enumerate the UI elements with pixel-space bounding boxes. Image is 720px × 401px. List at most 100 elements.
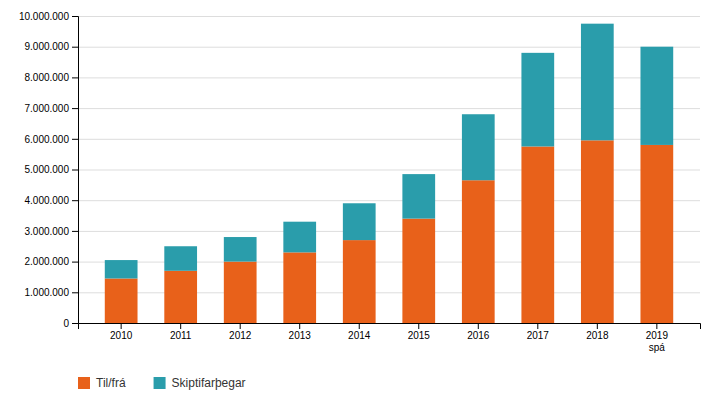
legend-label: Til/frá: [96, 376, 126, 390]
axis-domain: [79, 324, 701, 330]
tick-mark: [72, 139, 78, 140]
tick-label: 1.000.000: [25, 287, 70, 298]
tick-mark: [72, 108, 78, 109]
tick-label: 4.000.000: [25, 195, 70, 206]
bar: [343, 240, 376, 323]
y-tick: 1.000.000: [25, 287, 79, 298]
bar: [462, 180, 495, 323]
y-tick: 2.000.000: [25, 256, 79, 267]
tick-mark: [72, 170, 78, 171]
bar: [521, 146, 554, 323]
tick-label: 2013: [289, 330, 312, 341]
x-tick: 2015: [408, 323, 431, 341]
tick-label: 0: [63, 318, 69, 329]
y-axis: 0 1.000.000 2.000.000 3.000.000 4.000.000 5.0…: [19, 11, 79, 329]
bar: [283, 252, 316, 323]
tick-label: 2010: [110, 330, 133, 341]
tick-label-line: 2012: [229, 330, 252, 341]
legend: Til/frá Skiptifarþegar: [78, 376, 246, 390]
tick-label: 2016: [467, 330, 490, 341]
tick-label: 2014: [348, 330, 371, 341]
grid: [78, 17, 700, 324]
y-tick: 6.000.000: [25, 134, 79, 145]
tick-label-line: 2018: [586, 330, 609, 341]
tick-label: 5.000.000: [25, 164, 70, 175]
bar: [283, 222, 316, 253]
bars: [105, 24, 673, 323]
bar: [581, 24, 614, 141]
bar: [640, 145, 673, 323]
tick-mark: [359, 323, 360, 329]
x-tick: 2017: [527, 323, 550, 341]
x-tick: 2019spá: [646, 323, 669, 353]
tick-label-line: 2011: [170, 330, 192, 341]
tick-label: 2019spá: [646, 330, 669, 353]
tick-mark: [180, 323, 181, 329]
tick-mark: [72, 47, 78, 48]
bar: [640, 47, 673, 145]
y-tick: 7.000.000: [25, 103, 79, 114]
bar: [105, 278, 138, 323]
bar: [343, 203, 376, 240]
tick-label: 2015: [408, 330, 431, 341]
tick-label: 2011: [170, 330, 192, 341]
bar-series: [105, 24, 673, 279]
tick-mark: [478, 323, 479, 329]
tick-label-line: 2014: [348, 330, 371, 341]
x-axis: 2010 2011 2012 2013 2014 2015 2016 2017 2018 2019…: [79, 323, 701, 353]
tick-label: 7.000.000: [25, 103, 70, 114]
tick-mark: [72, 231, 78, 232]
y-tick: 10.000.000: [19, 11, 78, 22]
tick-label: 8.000.000: [25, 72, 70, 83]
x-tick: 2014: [348, 323, 371, 341]
chart: 0 1.000.000 2.000.000 3.000.000 4.000.000 5.0…: [0, 0, 720, 401]
tick-mark: [121, 323, 122, 329]
tick-label-line: 2017: [527, 330, 550, 341]
y-tick: 9.000.000: [25, 41, 79, 52]
tick-mark: [72, 292, 78, 293]
x-tick: 2011: [170, 323, 192, 341]
tick-mark: [418, 323, 419, 329]
bar: [164, 271, 197, 323]
tick-label-line: 2010: [110, 330, 133, 341]
legend-item: Til/frá: [78, 376, 126, 390]
tick-label: 9.000.000: [25, 41, 70, 52]
plot: 0 1.000.000 2.000.000 3.000.000 4.000.000 5.0…: [19, 11, 701, 353]
tick-label: 6.000.000: [25, 134, 70, 145]
tick-mark: [72, 200, 78, 201]
legend-swatch: [78, 377, 90, 389]
legend-swatch: [154, 377, 166, 389]
tick-mark: [299, 323, 300, 329]
y-tick: 4.000.000: [25, 195, 79, 206]
tick-mark: [597, 323, 598, 329]
tick-mark: [72, 262, 78, 263]
x-tick: 2013: [289, 323, 312, 341]
bar: [581, 140, 614, 323]
tick-label-line: 2016: [467, 330, 490, 341]
bar-series: [105, 140, 673, 323]
bar: [402, 174, 435, 219]
tick-label-line: 2013: [289, 330, 312, 341]
bar: [402, 219, 435, 323]
tick-label: 2012: [229, 330, 252, 341]
tick-label: 2.000.000: [25, 256, 70, 267]
bar: [521, 53, 554, 147]
tick-label-line: 2019: [646, 330, 669, 341]
x-tick: 2018: [586, 323, 609, 341]
y-tick: 3.000.000: [25, 226, 79, 237]
bar: [462, 114, 495, 180]
grid-tick: [78, 16, 700, 17]
tick-label: 2018: [586, 330, 609, 341]
tick-mark: [656, 323, 657, 329]
tick-mark: [72, 77, 78, 78]
tick-label: 2017: [527, 330, 550, 341]
axis-domain: [72, 17, 79, 324]
tick-label: 3.000.000: [25, 226, 70, 237]
tick-mark: [72, 323, 78, 324]
legend-label: Skiptifarþegar: [172, 376, 246, 390]
tick-mark: [240, 323, 241, 329]
x-tick: 2010: [110, 323, 133, 341]
y-tick: 0: [63, 318, 78, 329]
y-tick: 5.000.000: [25, 164, 79, 175]
bar: [224, 262, 257, 323]
